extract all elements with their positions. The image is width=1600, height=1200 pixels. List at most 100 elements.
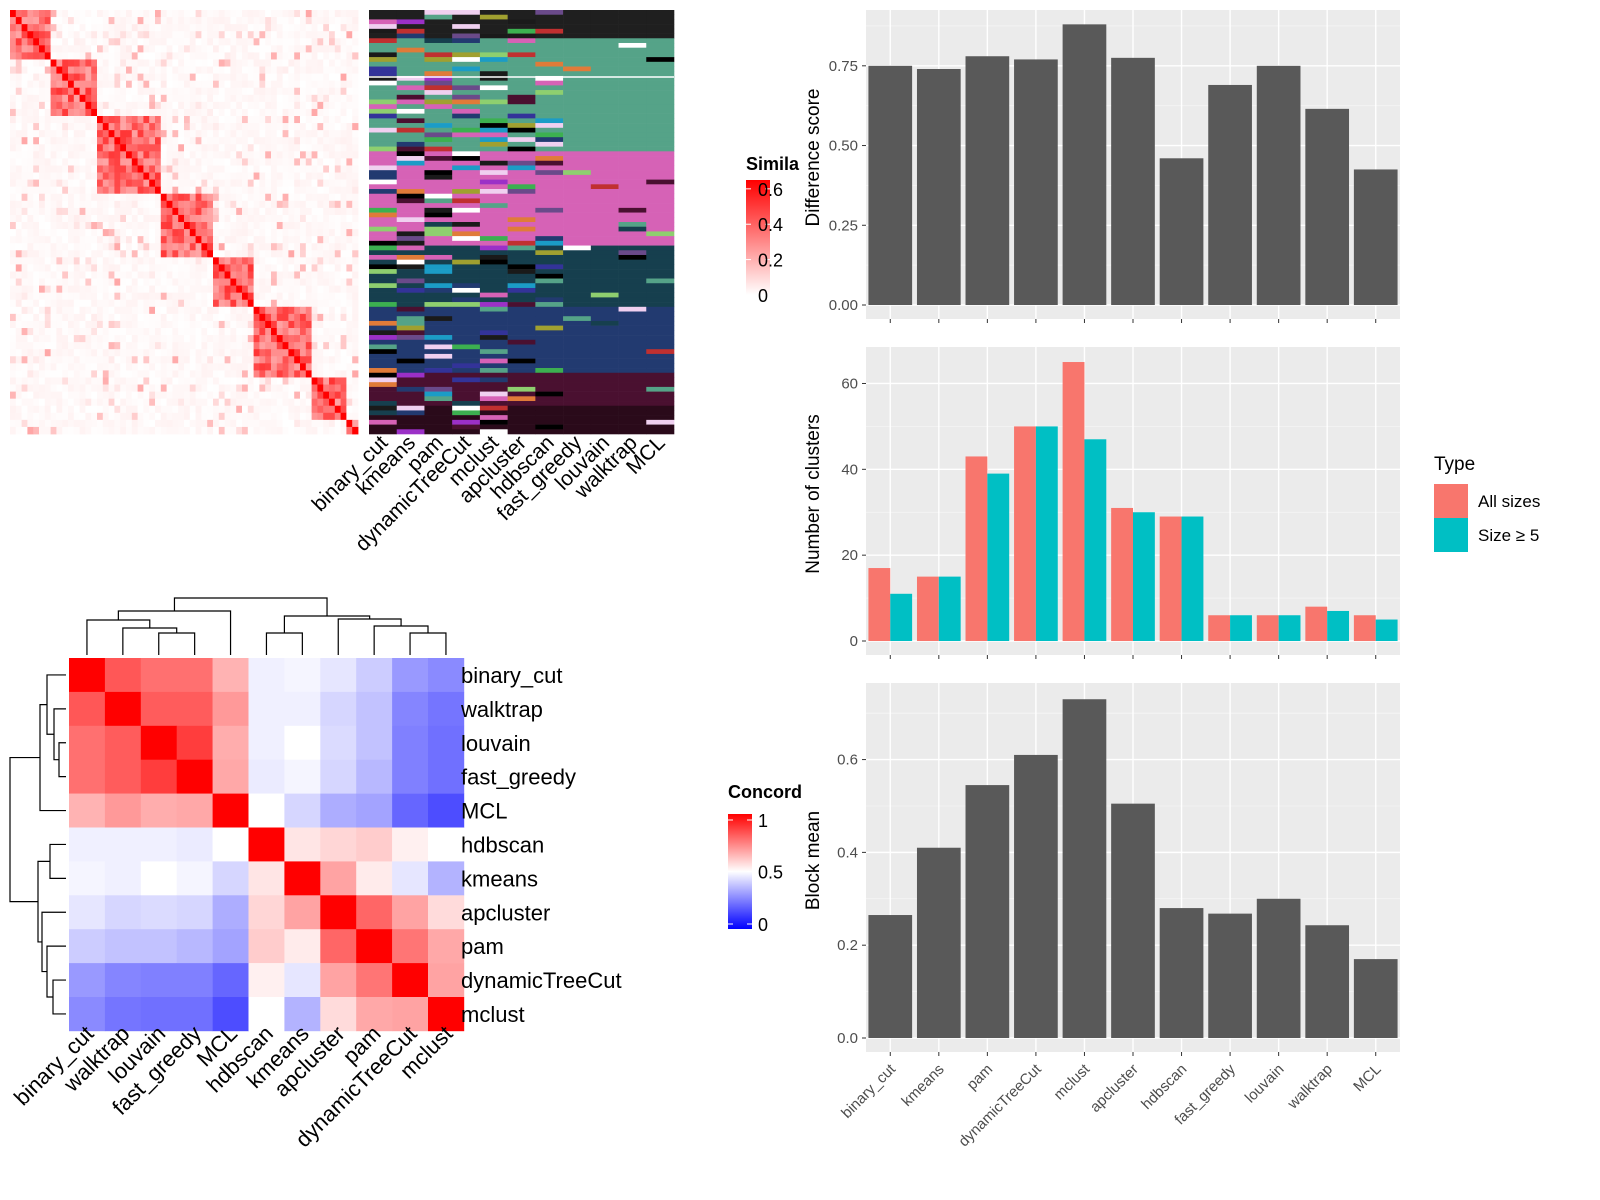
- similarity-cell: [259, 31, 266, 39]
- similarity-cell: [218, 137, 225, 145]
- similarity-cell: [131, 179, 138, 188]
- bar-size-ge5: [938, 576, 961, 641]
- similarity-cell: [305, 391, 312, 400]
- similarity-cell: [131, 271, 138, 279]
- annotation-cell: [563, 311, 592, 317]
- similarity-cell: [160, 59, 167, 67]
- similarity-cell: [184, 292, 191, 301]
- similarity-cell: [294, 398, 301, 407]
- y-tick-label: 20: [841, 547, 858, 564]
- similarity-cell: [27, 123, 34, 131]
- annotation-cell: [369, 320, 398, 326]
- similarity-cell: [265, 66, 272, 74]
- annotation-cell: [563, 207, 592, 213]
- similarity-cell: [68, 87, 75, 96]
- annotation-cell: [396, 33, 425, 39]
- similarity-cell: [236, 80, 243, 89]
- similarity-cell: [27, 214, 34, 223]
- annotation-cell: [535, 179, 564, 185]
- similarity-cell: [253, 123, 260, 131]
- annotation-cell: [618, 38, 647, 44]
- similarity-cell: [323, 144, 330, 152]
- similarity-cell: [137, 335, 144, 343]
- similarity-cell: [166, 229, 173, 237]
- column-dendrogram-branch: [409, 632, 447, 655]
- similarity-cell: [213, 384, 220, 392]
- similarity-cell: [102, 370, 109, 378]
- bar: [1353, 959, 1398, 1038]
- similarity-cell: [218, 356, 225, 364]
- similarity-cell: [247, 229, 254, 237]
- annotation-cell: [535, 108, 564, 114]
- column-dendrogram-branch: [158, 632, 196, 655]
- similarity-cell: [189, 370, 196, 378]
- annotation-cell: [479, 90, 508, 96]
- annotation-cell: [507, 273, 536, 279]
- similarity-cell: [311, 257, 318, 265]
- similarity-cell: [224, 179, 231, 188]
- similarity-cell: [137, 328, 144, 336]
- similarity-cell: [340, 398, 347, 407]
- annotation-cell: [507, 170, 536, 176]
- similarity-cell: [62, 398, 69, 407]
- annotation-cell: [563, 212, 592, 218]
- similarity-cell: [247, 24, 254, 32]
- similarity-cell: [120, 165, 127, 173]
- annotation-cell: [618, 311, 647, 317]
- similarity-cell: [253, 285, 260, 294]
- similarity-cell: [247, 313, 254, 322]
- similarity-cell: [213, 271, 220, 279]
- similarity-cell: [323, 214, 330, 223]
- similarity-cell: [218, 108, 225, 117]
- annotation-cell: [369, 57, 398, 63]
- similarity-cell: [282, 59, 289, 67]
- similarity-cell: [143, 123, 150, 131]
- similarity-cell: [317, 335, 324, 343]
- similarity-cell: [33, 313, 40, 322]
- similarity-cell: [27, 229, 34, 237]
- similarity-cell: [102, 285, 109, 294]
- similarity-cell: [282, 342, 289, 350]
- annotation-cell: [563, 419, 592, 425]
- similarity-cell: [131, 66, 138, 74]
- similarity-cell: [352, 94, 359, 103]
- similarity-cell: [44, 186, 51, 195]
- similarity-cell: [352, 299, 359, 308]
- similarity-cell: [294, 200, 301, 209]
- similarity-cell: [184, 214, 191, 223]
- similarity-cell: [172, 130, 179, 138]
- similarity-cell: [143, 52, 150, 60]
- similarity-cell: [21, 165, 28, 173]
- similarity-cell: [50, 313, 57, 322]
- similarity-cell: [155, 313, 162, 322]
- similarity-cell: [166, 108, 173, 117]
- similarity-cell: [276, 66, 283, 74]
- similarity-cell: [102, 186, 109, 195]
- annotation-cell: [563, 57, 592, 63]
- similarity-cell: [189, 45, 196, 53]
- similarity-cell: [73, 172, 80, 180]
- similarity-cell: [97, 165, 104, 173]
- annotation-cell: [369, 108, 398, 114]
- annotation-cell: [452, 401, 481, 407]
- similarity-cell: [73, 165, 80, 173]
- similarity-cell: [340, 186, 347, 195]
- annotation-cell: [424, 52, 453, 58]
- similarity-cell: [201, 193, 208, 202]
- similarity-cell: [44, 87, 51, 96]
- similarity-cell: [329, 384, 336, 392]
- similarity-cell: [195, 193, 202, 202]
- similarity-cell: [131, 405, 138, 414]
- similarity-cell: [79, 257, 86, 265]
- annotation-cell: [646, 108, 675, 114]
- similarity-cell: [33, 377, 40, 385]
- similarity-cell: [300, 24, 307, 32]
- similarity-cell: [271, 17, 278, 25]
- similarity-cell: [155, 278, 162, 286]
- similarity-cell: [265, 342, 272, 350]
- annotation-cell: [535, 212, 564, 218]
- similarity-cell: [62, 229, 69, 237]
- similarity-cell: [44, 391, 51, 400]
- similarity-cell: [10, 200, 17, 209]
- similarity-cell: [50, 108, 57, 117]
